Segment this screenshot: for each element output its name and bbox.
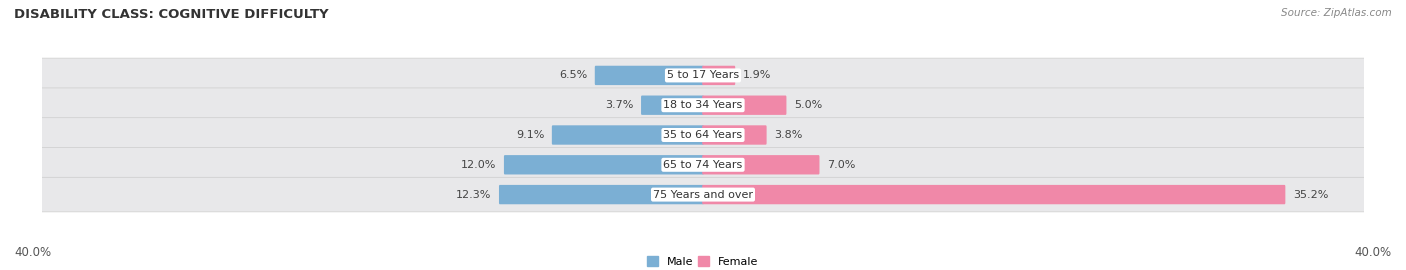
Text: Source: ZipAtlas.com: Source: ZipAtlas.com: [1281, 8, 1392, 18]
FancyBboxPatch shape: [595, 66, 704, 85]
FancyBboxPatch shape: [41, 118, 1365, 152]
FancyBboxPatch shape: [499, 185, 704, 204]
FancyBboxPatch shape: [551, 125, 704, 145]
Text: 12.3%: 12.3%: [456, 190, 492, 200]
Text: 40.0%: 40.0%: [1355, 246, 1392, 259]
FancyBboxPatch shape: [503, 155, 704, 174]
Legend: Male, Female: Male, Female: [643, 251, 763, 270]
Text: 3.8%: 3.8%: [775, 130, 803, 140]
Text: DISABILITY CLASS: COGNITIVE DIFFICULTY: DISABILITY CLASS: COGNITIVE DIFFICULTY: [14, 8, 329, 21]
Text: 1.9%: 1.9%: [742, 70, 770, 80]
Text: 5.0%: 5.0%: [794, 100, 823, 110]
FancyBboxPatch shape: [702, 185, 1285, 204]
Text: 40.0%: 40.0%: [14, 246, 51, 259]
Text: 9.1%: 9.1%: [516, 130, 544, 140]
Text: 6.5%: 6.5%: [560, 70, 588, 80]
FancyBboxPatch shape: [702, 155, 820, 174]
Text: 18 to 34 Years: 18 to 34 Years: [664, 100, 742, 110]
FancyBboxPatch shape: [702, 96, 786, 115]
Text: 35.2%: 35.2%: [1292, 190, 1329, 200]
Text: 65 to 74 Years: 65 to 74 Years: [664, 160, 742, 170]
Text: 75 Years and over: 75 Years and over: [652, 190, 754, 200]
Text: 12.0%: 12.0%: [461, 160, 496, 170]
FancyBboxPatch shape: [702, 66, 735, 85]
Text: 35 to 64 Years: 35 to 64 Years: [664, 130, 742, 140]
FancyBboxPatch shape: [41, 147, 1365, 182]
FancyBboxPatch shape: [641, 96, 704, 115]
Text: 7.0%: 7.0%: [827, 160, 855, 170]
FancyBboxPatch shape: [41, 58, 1365, 93]
FancyBboxPatch shape: [702, 125, 766, 145]
Text: 5 to 17 Years: 5 to 17 Years: [666, 70, 740, 80]
Text: 3.7%: 3.7%: [605, 100, 634, 110]
FancyBboxPatch shape: [41, 88, 1365, 123]
FancyBboxPatch shape: [41, 177, 1365, 212]
